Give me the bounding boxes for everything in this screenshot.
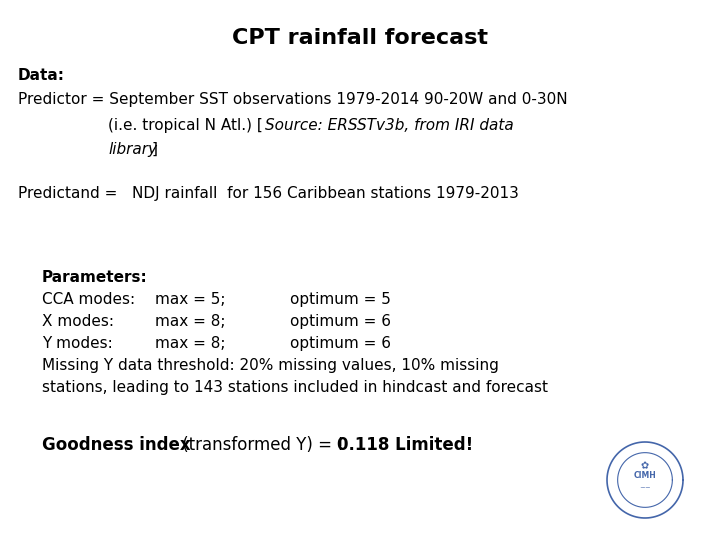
Text: ✿: ✿ [641,461,649,471]
Text: optimum = 5: optimum = 5 [290,292,391,307]
Text: library: library [108,142,157,157]
Text: Predictor = September SST observations 1979-2014 90-20W and 0-30N: Predictor = September SST observations 1… [18,92,567,107]
Text: CIMH: CIMH [634,471,657,481]
Text: stations, leading to 143 stations included in hindcast and forecast: stations, leading to 143 stations includ… [42,380,548,395]
Text: max = 5;: max = 5; [155,292,225,307]
Text: Data:: Data: [18,68,65,83]
Text: ~~: ~~ [639,485,651,491]
Text: Source: ERSSTv3b, from IRI data: Source: ERSSTv3b, from IRI data [265,118,514,133]
Text: Goodness index: Goodness index [42,436,191,454]
Text: optimum = 6: optimum = 6 [290,314,391,329]
Text: Predictand =   NDJ rainfall  for 156 Caribbean stations 1979-2013: Predictand = NDJ rainfall for 156 Caribb… [18,186,519,201]
Text: Missing Y data threshold: 20% missing values, 10% missing: Missing Y data threshold: 20% missing va… [42,358,499,373]
Text: max = 8;: max = 8; [155,336,225,351]
Text: CCA modes:: CCA modes: [42,292,135,307]
Text: optimum = 6: optimum = 6 [290,336,391,351]
Text: Parameters:: Parameters: [42,270,148,285]
Text: X modes:: X modes: [42,314,114,329]
Text: max = 8;: max = 8; [155,314,225,329]
Text: (i.e. tropical N Atl.) [: (i.e. tropical N Atl.) [ [108,118,263,133]
Text: CPT rainfall forecast: CPT rainfall forecast [232,28,488,48]
Text: Y modes:: Y modes: [42,336,113,351]
Text: 0.118 Limited!: 0.118 Limited! [337,436,473,454]
Text: (transformed Y) = !: (transformed Y) = ! [177,436,344,454]
Text: ]: ] [152,142,158,157]
